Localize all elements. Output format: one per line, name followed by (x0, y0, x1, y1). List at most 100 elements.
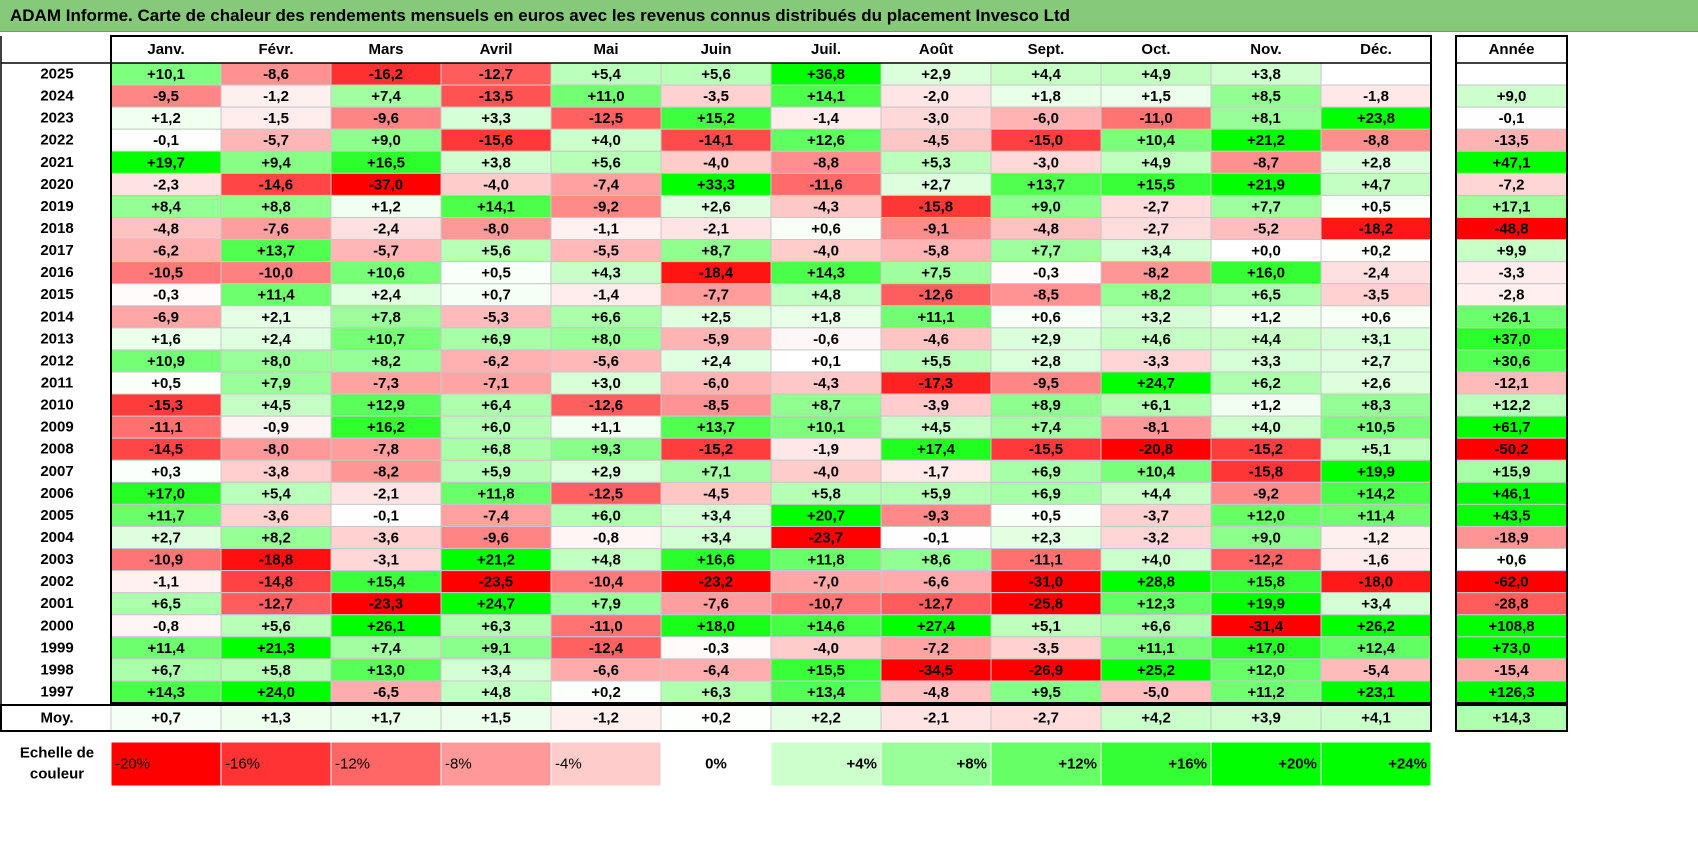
scale-label: +20% (1278, 756, 1317, 773)
cell-value: +8,0 (591, 331, 621, 348)
cell-value: +2,7 (1361, 353, 1391, 370)
cell-value: -18,2 (1359, 221, 1393, 238)
year-label: 2005 (40, 507, 73, 524)
cell-value: +4,4 (1031, 66, 1061, 83)
cell-value: -6,0 (703, 375, 729, 392)
cell-value: -12,4 (589, 640, 624, 657)
cell-value: +2,9 (921, 66, 951, 83)
cell-value: +0,6 (1361, 309, 1391, 326)
scale-swatch (1210, 741, 1322, 787)
annual-value: +0,6 (1497, 552, 1527, 569)
cell-value: +33,3 (697, 176, 735, 193)
cell-value: -5,7 (373, 243, 399, 260)
year-label: 2024 (40, 88, 74, 105)
cell-value: +0,2 (591, 684, 621, 701)
cell-value: +14,6 (807, 618, 845, 635)
cell-value: +28,8 (1137, 574, 1175, 591)
scale-swatch (880, 741, 992, 787)
cell-value: -15,6 (479, 132, 513, 149)
cell-value: -12,7 (259, 596, 293, 613)
month-header: Mai (593, 41, 618, 58)
cell-value: -9,2 (1253, 485, 1279, 502)
cell-value: +0,2 (1361, 243, 1391, 260)
annual-value: +43,5 (1493, 507, 1531, 524)
cell-value: +10,9 (147, 353, 185, 370)
cell-value: -15,8 (919, 198, 953, 215)
cell-value: -4,0 (813, 463, 839, 480)
cell-value: +0,7 (481, 287, 511, 304)
cell-value: +12,3 (1137, 596, 1175, 613)
average-value: -1,2 (593, 710, 619, 727)
cell-value: +13,7 (257, 243, 295, 260)
cell-value: +14,3 (807, 265, 845, 282)
cell-value: +3,4 (701, 530, 731, 547)
average-value: +4,2 (1141, 710, 1171, 727)
annual-value: +26,1 (1493, 309, 1531, 326)
cell-value: +2,7 (151, 530, 181, 547)
cell-value: +4,3 (591, 265, 621, 282)
cell-value: -9,1 (923, 221, 949, 238)
cell-value: -6,2 (483, 353, 509, 370)
cell-value: +9,4 (261, 154, 291, 171)
cell-value: +21,3 (257, 640, 295, 657)
year-label: 2010 (40, 397, 73, 414)
page-title: ADAM Informe. Carte de chaleur des rende… (0, 0, 1698, 32)
cell-value: +8,9 (1031, 397, 1061, 414)
cell-value: -0,1 (373, 507, 399, 524)
cell-value: +1,6 (151, 331, 181, 348)
year-label: 2004 (40, 529, 74, 546)
cell-value: -10,7 (809, 596, 843, 613)
cell-value: -11,0 (1139, 110, 1172, 127)
cell-value: +5,3 (921, 154, 951, 171)
cell-value: +6,9 (1031, 463, 1061, 480)
scale-swatch (110, 741, 222, 787)
year-label: 2001 (40, 595, 73, 612)
cell-value: -12,5 (589, 110, 623, 127)
cell-value: -23,2 (699, 574, 733, 591)
cell-value: +12,6 (807, 132, 845, 149)
cell-value: +2,8 (1031, 353, 1061, 370)
annual-value: -15,4 (1494, 662, 1529, 679)
annual-value: -50,2 (1494, 441, 1528, 458)
cell-value: -31,0 (1029, 574, 1063, 591)
year-label: 2014 (40, 308, 74, 325)
cell-value: +3,3 (481, 110, 511, 127)
cell-value: +15,8 (1247, 574, 1285, 591)
cell-value: +11,8 (807, 552, 844, 569)
month-header: Nov. (1250, 41, 1281, 58)
month-header: Sept. (1028, 41, 1065, 58)
annual-value: +37,0 (1493, 331, 1531, 348)
cell-value: +21,2 (477, 552, 515, 569)
cell-value: +14,2 (1357, 485, 1395, 502)
cell-value: +6,9 (1031, 485, 1061, 502)
annual-value: -12,1 (1494, 375, 1528, 392)
annual-value: +46,1 (1493, 485, 1531, 502)
cell-value: -4,5 (923, 132, 949, 149)
cell-value: +8,6 (921, 552, 951, 569)
cell-value: +7,4 (371, 88, 401, 105)
cell-value: +0,5 (1031, 507, 1061, 524)
cell-value: +16,5 (367, 154, 405, 171)
cell-value: -1,9 (813, 441, 839, 458)
cell-value: +5,9 (921, 485, 951, 502)
cell-value: +9,1 (481, 640, 511, 657)
cell-value: +26,1 (367, 618, 405, 635)
cell-value: -5,8 (923, 243, 949, 260)
annual-value: +61,7 (1493, 419, 1531, 436)
cell-value: -4,3 (813, 375, 839, 392)
cell-value: -2,1 (703, 221, 729, 238)
cell-value: +5,1 (1361, 441, 1391, 458)
year-total-header: Année (1489, 41, 1535, 58)
cell-value: +2,3 (1031, 530, 1061, 547)
cell-value: -4,8 (923, 684, 949, 701)
cell-value: +11,4 (1357, 507, 1395, 524)
cell-value: +2,8 (1361, 154, 1391, 171)
cell-value: -7,3 (373, 375, 399, 392)
cell-value: +15,5 (1137, 176, 1175, 193)
cell-value: +10,1 (147, 66, 185, 83)
cell-value: +7,7 (1031, 243, 1061, 260)
average-cell (1320, 704, 1432, 732)
cell-value: -0,3 (1033, 265, 1059, 282)
cell-value: +9,3 (591, 441, 621, 458)
cell-value: +4,7 (1361, 176, 1391, 193)
